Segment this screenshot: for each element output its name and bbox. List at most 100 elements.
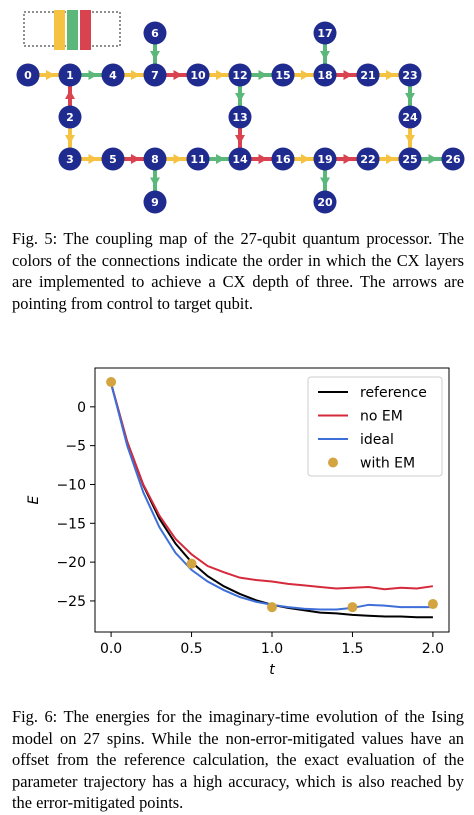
qubit-label: 23 xyxy=(402,69,417,82)
qubit-label: 4 xyxy=(109,69,117,82)
qubit-label: 17 xyxy=(317,27,332,40)
qubit-node: 8 xyxy=(143,147,167,171)
qubit-node: 14 xyxy=(228,147,252,171)
edge-arrow xyxy=(320,51,330,60)
y-tick-label: −20 xyxy=(56,555,86,571)
legend-swatch xyxy=(328,457,338,468)
qubit-node: 17 xyxy=(313,21,337,45)
edge-arrow xyxy=(428,154,438,164)
edge-arrow xyxy=(386,154,395,164)
qubit-label: 14 xyxy=(232,153,248,166)
qubit-node: 4 xyxy=(101,63,125,87)
qubit-label: 24 xyxy=(402,111,418,124)
qubit-node: 23 xyxy=(398,63,422,87)
edge-arrow xyxy=(173,70,183,80)
qubit-label: 8 xyxy=(151,153,159,166)
qubit-label: 16 xyxy=(275,153,291,166)
qubit-circle xyxy=(58,105,82,129)
layer-legend-icon xyxy=(23,10,121,50)
edge-arrow xyxy=(216,154,225,164)
x-tick-label: 0.5 xyxy=(180,641,202,657)
x-tick-label: 0.0 xyxy=(100,641,122,657)
qubit-label: 13 xyxy=(232,111,247,124)
plot-frame xyxy=(94,367,450,633)
edge-arrow xyxy=(301,70,310,80)
edge-arrow xyxy=(65,135,75,144)
qubit-circle xyxy=(313,21,337,45)
qubit-circle xyxy=(143,147,167,171)
qubit-circle xyxy=(313,63,337,87)
edge-arrow xyxy=(405,135,415,144)
edge-arrow xyxy=(150,177,160,187)
qubit-node: 1 xyxy=(58,63,82,87)
edge-arrow xyxy=(258,154,268,164)
edge-arrow xyxy=(235,135,245,144)
edge-arrow xyxy=(301,154,310,164)
y-tick-label: −15 xyxy=(56,516,86,532)
y-tick-label: 0 xyxy=(77,400,86,416)
series-line xyxy=(110,383,434,591)
qubit-label: 1 xyxy=(66,69,74,82)
edge-arrow xyxy=(131,70,140,80)
qubit-node: 16 xyxy=(271,147,295,171)
qubit-circle xyxy=(228,105,252,129)
qubit-node: 24 xyxy=(398,105,422,129)
qubit-node: 7 xyxy=(143,63,167,87)
qubit-node: 19 xyxy=(313,147,337,171)
qubit-node: 6 xyxy=(143,21,167,45)
figure-caption: Fig. 6: The energies for the imaginary-t… xyxy=(12,707,464,812)
series-marker xyxy=(347,602,358,613)
qubit-circle xyxy=(143,21,167,45)
edge-arrow xyxy=(343,70,353,80)
qubit-circle xyxy=(228,63,252,87)
qubit-node: 5 xyxy=(101,147,125,171)
qubit-circle xyxy=(58,63,82,87)
qubit-label: 25 xyxy=(402,153,417,166)
qubit-circle xyxy=(313,190,337,214)
qubit-node: 15 xyxy=(271,63,295,87)
edge-arrow xyxy=(150,51,160,60)
x-tick-label: 1.5 xyxy=(341,641,363,657)
qubit-circle xyxy=(356,63,380,87)
series-marker xyxy=(427,599,438,610)
edge-arrow xyxy=(173,154,183,164)
qubit-label: 21 xyxy=(360,69,375,82)
qubit-node: 12 xyxy=(228,63,252,87)
series-marker xyxy=(186,558,197,569)
edge-arrow xyxy=(88,154,98,164)
coupling-map: 0 123456789101112131415161718192021222324… xyxy=(16,21,465,214)
y-tick-label: −5 xyxy=(65,439,86,455)
qubit-label: 5 xyxy=(109,153,117,166)
edge-arrow xyxy=(65,90,75,99)
qubit-label: 12 xyxy=(232,69,247,82)
series-marker xyxy=(106,376,117,387)
qubit-label: 18 xyxy=(317,69,332,82)
qubit-label: 20 xyxy=(317,196,333,209)
qubit-label: 6 xyxy=(151,27,159,40)
qubit-circle xyxy=(58,147,82,171)
qubit-circle xyxy=(186,147,210,171)
edge-arrow xyxy=(343,154,353,164)
legend-label: ideal xyxy=(360,432,394,448)
edge-arrow xyxy=(386,70,395,80)
qubit-label: 19 xyxy=(317,153,332,166)
qubit-circle xyxy=(143,190,167,214)
edge-arrow xyxy=(258,70,268,80)
edge-arrow xyxy=(131,154,140,164)
qubit-node: 20 xyxy=(313,190,337,214)
x-tick-label: 2.0 xyxy=(422,641,444,657)
qubit-label: 7 xyxy=(151,69,159,82)
qubit-node: 11 xyxy=(186,147,210,171)
y-tick-label: −10 xyxy=(56,477,86,493)
legend-box xyxy=(307,376,443,477)
qubit-node: 21 xyxy=(356,63,380,87)
qubit-node: 3 xyxy=(58,147,82,171)
y-axis-label: E xyxy=(26,495,42,504)
legend-label: reference xyxy=(360,385,427,401)
qubit-label: 9 xyxy=(151,196,159,209)
qubit-node: 26 xyxy=(441,147,465,171)
qubit-node: 18 xyxy=(313,63,337,87)
qubit-circle xyxy=(398,147,422,171)
